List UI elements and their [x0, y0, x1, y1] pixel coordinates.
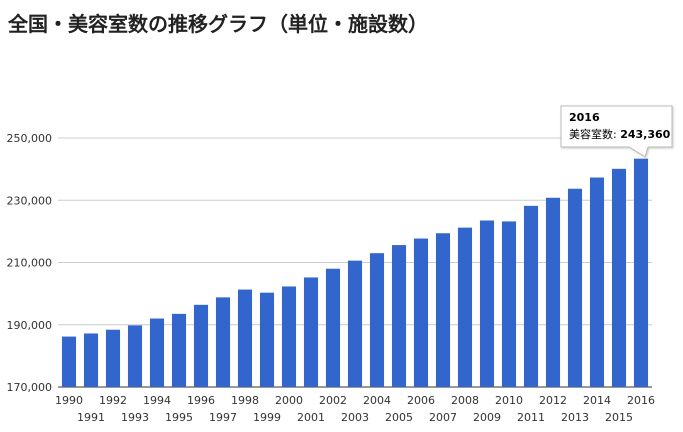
x-tick-label: 1995 [165, 411, 193, 424]
x-tick-label: 2008 [451, 394, 479, 407]
tooltip: 2016 美容室数: 243,360 [560, 105, 673, 158]
bar [215, 297, 231, 387]
x-tick-label: 1993 [121, 411, 149, 424]
x-tick-label: 2011 [517, 411, 545, 424]
bar [545, 197, 561, 387]
bar [325, 268, 341, 387]
bar [127, 325, 143, 387]
x-tick-label: 2002 [319, 394, 347, 407]
bars [61, 158, 649, 387]
bar [61, 336, 77, 387]
x-tick-label: 1992 [99, 394, 127, 407]
bar [259, 292, 275, 387]
x-tick-label: 2010 [495, 394, 523, 407]
bar [149, 318, 165, 387]
y-tick-label: 230,000 [7, 194, 53, 207]
x-tick-label: 1997 [209, 411, 237, 424]
y-tick-label: 250,000 [7, 132, 53, 145]
x-tick-label: 2006 [407, 394, 435, 407]
bar [369, 253, 385, 387]
bar [83, 333, 99, 387]
tooltip-year: 2016 [569, 111, 600, 124]
x-tick-label: 1998 [231, 394, 259, 407]
x-tick-label: 2009 [473, 411, 501, 424]
tooltip-value: 243,360 [620, 128, 670, 141]
bar [413, 238, 429, 387]
tooltip-body: 美容室数: 243,360 [569, 127, 671, 141]
x-tick-label: 2005 [385, 411, 413, 424]
tooltip-label: 美容室数: [569, 127, 620, 141]
bar [237, 289, 253, 387]
x-tick-label: 1999 [253, 411, 281, 424]
x-tick-label: 2003 [341, 411, 369, 424]
bar [347, 260, 363, 387]
y-tick-label: 210,000 [7, 257, 53, 270]
bar [567, 188, 583, 387]
x-tick-label: 2000 [275, 394, 303, 407]
bar [523, 205, 539, 387]
x-tick-label: 2012 [539, 394, 567, 407]
y-tick-label: 190,000 [7, 319, 53, 332]
bar [457, 227, 473, 387]
x-tick-label: 2007 [429, 411, 457, 424]
chart-title: 全国・美容室数の推移グラフ（単位・施設数） [8, 12, 428, 36]
bar [391, 245, 407, 387]
tooltip-box [560, 105, 673, 158]
bar [501, 221, 517, 387]
y-tick-label: 170,000 [7, 381, 53, 394]
y-axis-ticks: 170,000 190,000 210,000 230,000 250,000 [7, 132, 53, 394]
x-tick-label: 2013 [561, 411, 589, 424]
x-tick-label: 1990 [55, 394, 83, 407]
bar [281, 286, 297, 387]
bar [479, 220, 495, 387]
x-tick-label: 2015 [605, 411, 633, 424]
bar [105, 329, 121, 387]
bar [633, 158, 649, 387]
x-tick-label: 2014 [583, 394, 611, 407]
bar [611, 168, 627, 387]
x-tick-label: 1996 [187, 394, 215, 407]
x-tick-label: 2016 [627, 394, 655, 407]
x-tick-label: 1991 [77, 411, 105, 424]
bar [303, 277, 319, 387]
x-tick-label: 1994 [143, 394, 171, 407]
bar [171, 313, 187, 387]
bar [589, 177, 605, 387]
x-tick-label: 2001 [297, 411, 325, 424]
x-tick-label: 2004 [363, 394, 391, 407]
bar [193, 304, 209, 387]
bar [435, 233, 451, 387]
x-axis-ticks: 1990 1991 1992 1993 1994 1995 1996 1997 1998 1999… [55, 394, 655, 424]
